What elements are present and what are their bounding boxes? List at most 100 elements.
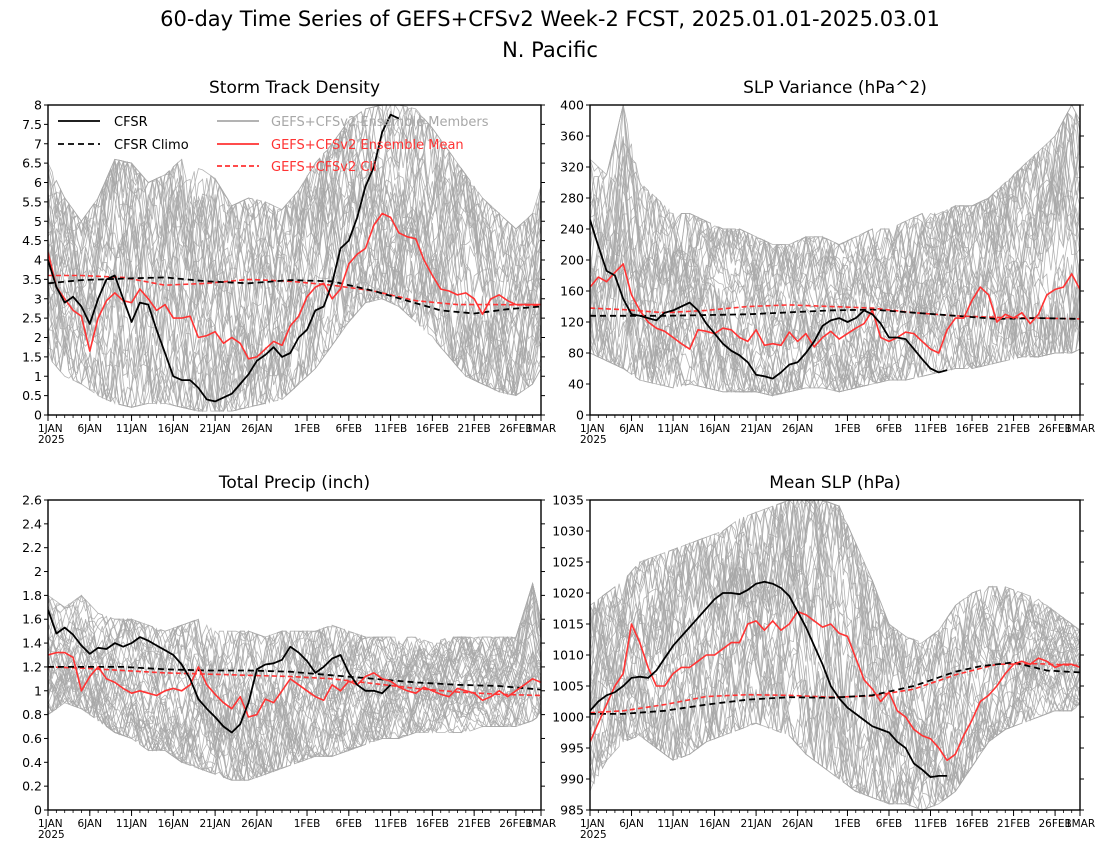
- legend-label-cfsr-climo: CFSR Climo: [114, 138, 189, 153]
- x-tick-label: 6FEB: [876, 423, 903, 435]
- series-line-cfsr-climo: [48, 666, 541, 691]
- x-tick-label: 6FEB: [336, 423, 363, 435]
- series-line-gefs-cfsv2-ensemble-mean: [48, 212, 541, 360]
- x-tick-label: 1FEB: [294, 818, 321, 830]
- x-tick-label: 16FEB: [416, 423, 449, 435]
- legend-label-ens-mean: GEFS+CFSv2 Ensemble Mean: [271, 138, 464, 153]
- x-tick-label: 16JAN: [158, 423, 189, 435]
- ensemble-member-line: [48, 618, 541, 734]
- chart-panel-4: Mean SLP (hPa) 985 990 995 1000 1005 1010 1015 1…: [552, 473, 1095, 841]
- x-tick-label: 11FEB: [374, 423, 407, 435]
- x-tick-label: 26FEB: [499, 818, 532, 830]
- series-line-cfsr: [48, 609, 392, 734]
- y-tick-label: 4: [34, 253, 42, 268]
- x-tick-label: 6JAN: [619, 423, 644, 435]
- x-tick-label: 26FEB: [1038, 818, 1071, 830]
- x-year-label: 2025: [580, 434, 607, 446]
- ensemble-member-line: [590, 229, 1080, 396]
- chart-panel-2: SLP Variance (hPa^2) 0 40 80 120 160 200 240 280…: [560, 78, 1095, 446]
- y-tick-label: 280: [560, 191, 584, 206]
- x-tick-label: 11JAN: [657, 423, 688, 435]
- x-tick-label: 26FEB: [1038, 423, 1071, 435]
- x-tick-label: 6FEB: [876, 818, 903, 830]
- y-tick-label: 2.6: [22, 493, 42, 508]
- series-line-cfsr-climo: [590, 308, 1080, 320]
- x-tick-label: 1JAN: [580, 423, 605, 435]
- legend-label-members: GEFS+CFSv2 Ensemble Members: [271, 115, 489, 130]
- y-tick-label: 360: [560, 129, 584, 144]
- ensemble-member-line: [48, 583, 541, 742]
- x-tick-label: 16FEB: [955, 423, 988, 435]
- ensemble-member-line: [48, 122, 541, 370]
- chart-panel-3: Total Precip (inch) 0 0.2 0.4 0.6 0.8 1 1.2 1.4 1…: [22, 473, 556, 841]
- x-tick-label: 1FEB: [294, 423, 321, 435]
- y-tick-label: 7: [34, 136, 42, 151]
- x-tick-label: 21FEB: [997, 818, 1030, 830]
- ensemble-member-line: [590, 111, 1080, 330]
- series-line-gefs-cfsv2-ensemble-mean: [48, 651, 541, 718]
- ensemble-member-line: [590, 561, 1080, 779]
- figure-subtitle: N. Pacific: [502, 38, 598, 62]
- ensemble-member-line: [48, 632, 541, 780]
- plot-area: [48, 581, 541, 782]
- y-tick-label: 1: [34, 369, 42, 384]
- x-tick-label: 21FEB: [997, 423, 1030, 435]
- legend-label-cfsr: CFSR: [114, 115, 148, 130]
- ensemble-member-line: [590, 204, 1080, 389]
- plot-frame: [47, 499, 542, 811]
- x-tick-label: 11JAN: [116, 818, 147, 830]
- y-tick-label: 995: [560, 741, 584, 756]
- ensemble-member-line: [48, 621, 541, 757]
- ensemble-member-line: [590, 540, 1080, 803]
- x-tick-label: 11FEB: [914, 818, 947, 830]
- x-tick-label: 11FEB: [914, 423, 947, 435]
- y-tick-label: 0.8: [22, 707, 42, 722]
- y-tick-label: 7.5: [22, 117, 42, 132]
- y-tick-label: 1005: [552, 679, 584, 694]
- x-tick-label: 1JAN: [38, 423, 63, 435]
- y-tick-label: 1.6: [22, 612, 42, 627]
- ensemble-member-line: [590, 105, 1080, 395]
- series-line-cfsr-climo: [590, 661, 1080, 715]
- ensemble-member-line: [48, 637, 541, 758]
- plot-area: [590, 105, 1080, 398]
- series-line-cfsr: [48, 113, 400, 403]
- legend-label-ens-cli: GEFS+CFSv2 Cli: [271, 160, 377, 175]
- ensemble-member-line: [590, 111, 1080, 393]
- y-tick-label: 1.2: [22, 659, 42, 674]
- x-tick-label: 6JAN: [619, 818, 644, 830]
- x-tick-label: 1FEB: [834, 818, 861, 830]
- x-tick-label: 1MAR: [526, 818, 556, 830]
- y-tick-label: 3.5: [22, 272, 42, 287]
- x-tick-label: 21FEB: [458, 818, 491, 830]
- x-tick-label: 6FEB: [336, 818, 363, 830]
- x-tick-label: 26JAN: [782, 423, 813, 435]
- ensemble-member-line: [48, 594, 541, 781]
- y-tick-label: 2.5: [22, 311, 42, 326]
- x-tick-label: 26JAN: [241, 818, 272, 830]
- plot-area: [590, 500, 1080, 810]
- ensemble-member-line: [590, 105, 1080, 395]
- x-tick-label: 26JAN: [782, 818, 813, 830]
- y-tick-label: 1020: [552, 586, 584, 601]
- y-tick-label: 990: [560, 772, 584, 787]
- y-tick-label: 1025: [552, 555, 584, 570]
- y-tick-label: 2: [34, 564, 42, 579]
- y-tick-label: 240: [560, 222, 584, 237]
- x-tick-label: 16JAN: [699, 423, 730, 435]
- x-tick-label: 1FEB: [834, 423, 861, 435]
- panel-title: Mean SLP (hPa): [769, 473, 901, 493]
- series-line-cfsr: [590, 580, 948, 778]
- series-line-cfsr-climo: [48, 276, 541, 315]
- y-tick-label: 1035: [552, 493, 584, 508]
- plot-area: [48, 105, 541, 413]
- x-tick-label: 16FEB: [955, 818, 988, 830]
- x-tick-label: 1MAR: [526, 423, 556, 435]
- ensemble-member-line: [48, 113, 541, 395]
- panel-title: Storm Track Density: [209, 78, 380, 98]
- x-tick-label: 11JAN: [657, 818, 688, 830]
- y-tick-label: 400: [560, 98, 584, 113]
- ensemble-member-line: [590, 139, 1080, 393]
- ensemble-members: [590, 105, 1080, 398]
